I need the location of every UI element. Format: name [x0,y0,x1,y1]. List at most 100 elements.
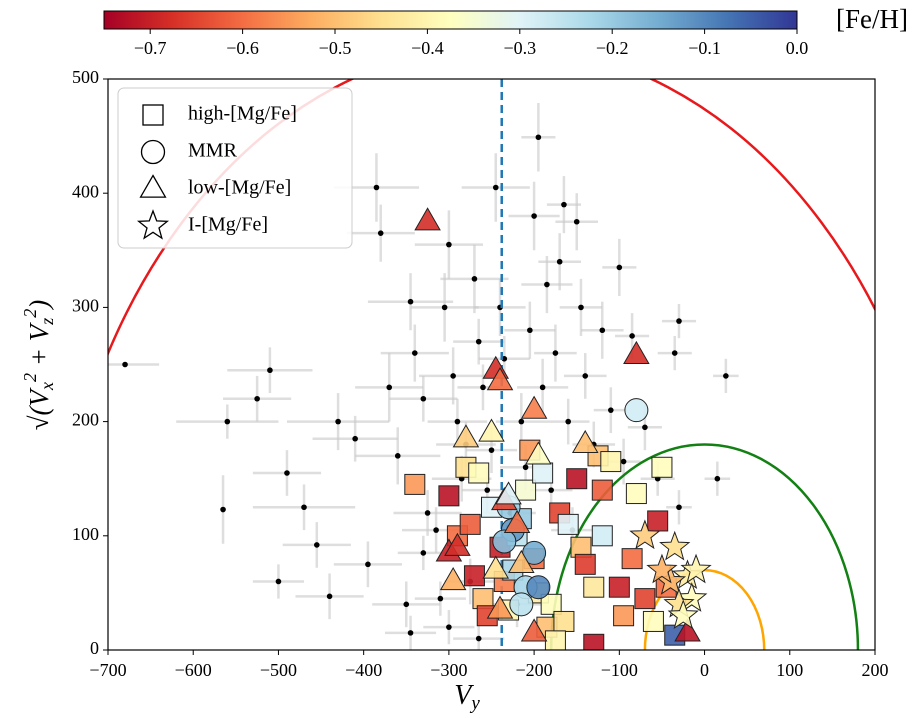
plot-frame [107,78,876,651]
point [552,350,559,356]
boundary-curve [549,443,860,650]
legend-marker [142,104,164,126]
star-marker [629,519,661,550]
square-marker [459,513,481,535]
point [446,624,452,630]
point [616,264,623,271]
x-axis-label: Vy [454,680,480,714]
point [437,595,444,602]
point [326,593,333,600]
circle-marker [492,529,517,554]
square-marker [463,565,485,587]
colorbar-label: [Fe/H] [836,4,908,34]
x-label-main: V [454,680,474,711]
square-marker [557,513,579,535]
square-marker [566,468,588,490]
square-marker [591,479,613,501]
colorbar [103,10,798,30]
triangle-marker [520,395,548,419]
star-marker [667,599,699,630]
circle-marker [526,575,551,600]
circle-marker [509,592,534,617]
y-axis-label: √(Vx2 + Vz2) [20,300,57,431]
point [480,384,486,391]
x-tick-label: −700 [89,660,126,680]
point [539,384,546,391]
plot-area [108,79,875,650]
triangle-marker [525,441,552,465]
point [386,384,393,391]
point [394,453,401,459]
square-marker [583,576,605,598]
point [407,630,414,636]
point [578,304,584,311]
point [420,395,427,402]
point [642,424,648,431]
square-marker [625,483,647,505]
point [420,550,427,556]
triangle-marker [452,424,480,448]
star-marker [680,553,712,584]
point [446,241,452,248]
legend-marker [139,174,167,198]
triangle-marker [478,418,505,442]
point [676,504,682,511]
x-tick-label: −600 [175,660,212,680]
x-tick-label: 0 [700,660,709,680]
square-marker [647,510,669,532]
triangle-marker [486,367,514,391]
triangle-marker [495,481,522,505]
point [365,561,371,568]
point [518,418,525,425]
point [484,487,491,493]
point [335,418,341,425]
square-marker [553,610,575,632]
triangle-marker [674,618,701,642]
square-marker [583,633,605,650]
y-tick-label: 0 [90,638,99,658]
x-tick-label: −100 [601,660,638,680]
point [582,373,589,379]
point [433,527,439,533]
square-marker [468,462,490,484]
point [284,470,290,476]
point [488,447,495,453]
triangle-marker [623,340,650,364]
colorbar-tick-label: 0.0 [786,38,809,58]
point [565,418,571,425]
point [313,542,320,548]
point [254,395,260,402]
point [275,578,282,585]
point [544,281,550,288]
y-label-part: 2 [20,309,40,318]
point [373,184,380,191]
point [527,327,533,334]
legend-marker [140,139,166,165]
point [629,333,635,339]
square-marker [613,605,635,627]
square-marker [574,553,596,575]
point [267,367,273,374]
point [301,504,307,511]
point [220,506,226,513]
x-tick-label: 100 [776,660,803,680]
point [450,373,456,379]
y-label-part: z [37,318,57,326]
triangle-marker [503,509,531,533]
point [535,134,542,141]
square-marker [642,610,664,632]
point [441,304,448,311]
point [531,213,537,219]
y-tick-label: 100 [72,524,99,544]
y-tick-label: 300 [72,296,99,316]
legend-label: low-[Mg/Fe] [188,177,291,199]
star-marker [659,530,691,561]
square-marker [621,548,643,570]
point [556,258,563,265]
legend-label: high-[Mg/Fe] [188,103,297,125]
colorbar-tick-label: −0.1 [688,38,721,58]
point [548,487,554,493]
square-marker [544,630,566,650]
triangle-marker [482,555,510,579]
x-tick-label: −200 [516,660,553,680]
